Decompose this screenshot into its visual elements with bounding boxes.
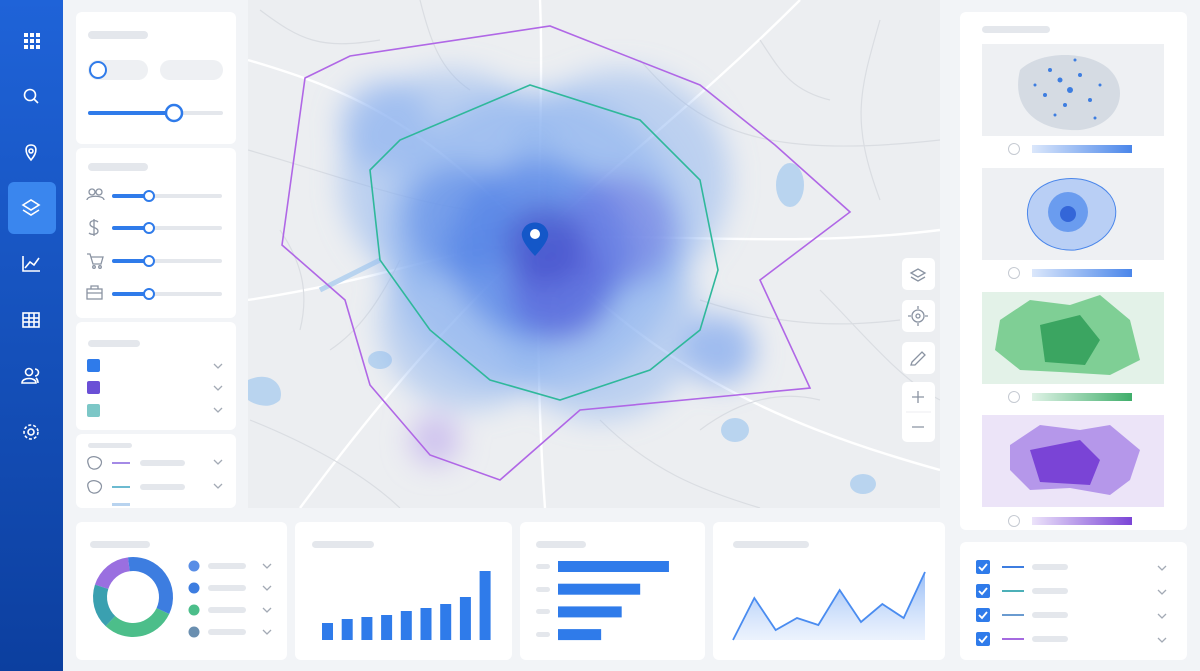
icon-dollar xyxy=(88,219,99,236)
icon-people xyxy=(86,188,105,201)
swatch[interactable] xyxy=(87,381,100,394)
thumb-shape xyxy=(1060,206,1076,222)
bar xyxy=(381,615,393,640)
slider-knob[interactable] xyxy=(143,190,155,202)
layer-gallery xyxy=(960,12,1187,530)
bar xyxy=(459,597,471,640)
placeholder xyxy=(88,163,148,171)
btn-layers[interactable] xyxy=(902,258,935,290)
panel xyxy=(76,434,236,508)
catchment-inner xyxy=(369,84,719,401)
legend-ramp xyxy=(1032,393,1132,401)
sidebar xyxy=(0,0,63,671)
dropdown-chevrons[interactable] xyxy=(213,459,223,489)
legend-ramp xyxy=(1032,517,1132,525)
placeholder xyxy=(88,31,148,39)
nav-settings[interactable] xyxy=(23,424,39,440)
legend-ramp xyxy=(1032,145,1132,153)
nav-table[interactable] xyxy=(22,312,40,328)
placeholder xyxy=(140,484,185,490)
sliders xyxy=(112,190,222,300)
btn-draw[interactable] xyxy=(902,342,935,374)
donut-slice xyxy=(127,557,173,615)
placeholder xyxy=(536,541,586,548)
placeholder xyxy=(88,340,140,347)
donut-slice xyxy=(105,608,170,637)
nav-grid[interactable] xyxy=(24,33,40,49)
swatch[interactable] xyxy=(87,359,100,372)
thumb-dots xyxy=(1033,58,1102,120)
swatch[interactable] xyxy=(87,404,100,417)
water xyxy=(248,163,876,494)
bar xyxy=(440,604,452,640)
line-swatch xyxy=(112,503,130,506)
nav-users[interactable] xyxy=(21,367,40,384)
panel xyxy=(960,542,1187,660)
catchment-outer xyxy=(281,25,852,481)
hbar xyxy=(558,629,602,641)
bar xyxy=(400,611,412,640)
checkboxes[interactable] xyxy=(976,560,990,646)
toggle-knob xyxy=(89,61,107,79)
placeholder xyxy=(733,541,809,548)
slider-knob[interactable] xyxy=(143,288,155,300)
dropdown-chevrons[interactable] xyxy=(213,363,223,413)
hbar-labels xyxy=(536,564,550,637)
nav-active xyxy=(8,182,56,234)
bar xyxy=(322,623,333,640)
area-fill xyxy=(733,572,925,640)
donut-slice xyxy=(93,584,116,627)
legend-ramp xyxy=(1032,269,1132,277)
placeholder xyxy=(90,541,150,548)
icon-cart xyxy=(87,253,104,269)
filter-panel xyxy=(76,12,236,144)
shape-icons xyxy=(87,456,103,494)
slider-fill xyxy=(88,111,174,115)
map[interactable] xyxy=(248,0,940,508)
bar xyxy=(361,617,373,640)
slider-knob[interactable] xyxy=(143,255,155,267)
placeholder xyxy=(312,541,374,548)
map-pin[interactable] xyxy=(521,222,549,257)
slider-fill xyxy=(112,194,149,198)
thumb-shape xyxy=(1040,315,1100,365)
hbar xyxy=(558,583,641,595)
placeholder xyxy=(140,460,185,466)
nav-search[interactable] xyxy=(23,88,39,104)
thumb-shape xyxy=(1030,440,1100,485)
slider-fill xyxy=(112,292,149,296)
layer-color-panel xyxy=(76,322,236,430)
hbar xyxy=(558,561,669,572)
layer-toggles xyxy=(960,542,1187,660)
boundary-panel xyxy=(76,434,236,508)
nav-layers[interactable] xyxy=(21,199,41,216)
slider-fill xyxy=(112,259,149,263)
icon-briefcase xyxy=(86,285,103,300)
placeholder xyxy=(982,26,1050,33)
bar xyxy=(341,619,353,640)
panel xyxy=(76,148,236,318)
slider-knob[interactable] xyxy=(143,222,155,234)
dropdown-chevrons[interactable] xyxy=(1157,565,1167,643)
map-controls xyxy=(902,258,935,442)
donut-legend xyxy=(188,560,272,638)
bar xyxy=(479,571,491,640)
placeholders xyxy=(1032,564,1068,642)
panel xyxy=(76,322,236,430)
slider-fill xyxy=(112,226,149,230)
slider-knob[interactable] xyxy=(164,103,184,123)
donut-slice xyxy=(94,557,130,589)
bar xyxy=(420,608,432,640)
nav-analytics[interactable] xyxy=(22,256,40,272)
placeholder xyxy=(88,443,132,448)
nav-location[interactable] xyxy=(25,144,37,162)
toggle[interactable] xyxy=(160,60,223,80)
btn-locate[interactable] xyxy=(902,300,935,332)
area-line xyxy=(732,571,926,641)
hbar xyxy=(558,606,622,618)
radio-buttons[interactable] xyxy=(1008,143,1020,527)
demographic-panel xyxy=(76,148,236,318)
